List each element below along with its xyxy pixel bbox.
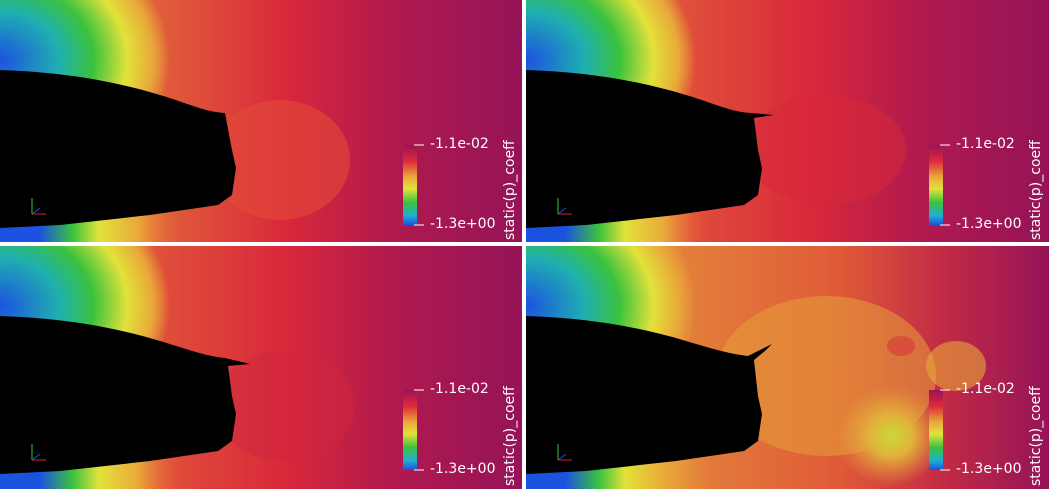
colorbar-min-label: -1.3e+00 [430, 461, 496, 477]
colorbar-title: static(p)_coeff [502, 386, 518, 486]
render-view-bottom-right[interactable]: -1.1e-02 -1.3e+00 static(p)_coeff [526, 246, 1049, 489]
vehicle-body [0, 316, 250, 474]
colorbar-gradient [403, 390, 417, 470]
colorbar-title: static(p)_coeff [1028, 386, 1044, 486]
colorbar-gradient [929, 390, 943, 470]
orientation-axes-icon [31, 444, 46, 461]
vehicle-body [0, 70, 236, 228]
colorbar-min-label: -1.3e+00 [956, 461, 1022, 477]
colorbar-max-label: -1.1e-02 [956, 136, 1015, 152]
pressure-field-bottom-left [0, 246, 522, 489]
colorbar-max-label: -1.1e-02 [430, 136, 489, 152]
colorbar-title: static(p)_coeff [502, 140, 518, 240]
colorbar-gradient [403, 145, 417, 225]
colorbar-gradient [929, 145, 943, 225]
colorbar-min-label: -1.3e+00 [956, 216, 1022, 232]
colorbar-title: static(p)_coeff [1028, 140, 1044, 240]
orientation-axes-icon [557, 198, 572, 215]
pressure-field-bottom-right [526, 246, 1049, 489]
orientation-axes-icon [557, 444, 572, 461]
colorbar-min-label: -1.3e+00 [430, 216, 496, 232]
vehicle-body [526, 70, 774, 228]
pressure-field-top-left [0, 0, 522, 242]
render-view-top-right[interactable]: -1.1e-02 -1.3e+00 static(p)_coeff [526, 0, 1049, 242]
pressure-field-top-right [526, 0, 1049, 242]
colorbar-max-label: -1.1e-02 [430, 381, 489, 397]
vehicle-body [526, 316, 772, 474]
colorbar-max-label: -1.1e-02 [956, 381, 1015, 397]
render-view-top-left[interactable]: -1.1e-02 -1.3e+00 static(p)_coeff [0, 0, 522, 242]
render-view-bottom-left[interactable]: -1.1e-02 -1.3e+00 static(p)_coeff [0, 246, 522, 489]
orientation-axes-icon [31, 198, 46, 215]
